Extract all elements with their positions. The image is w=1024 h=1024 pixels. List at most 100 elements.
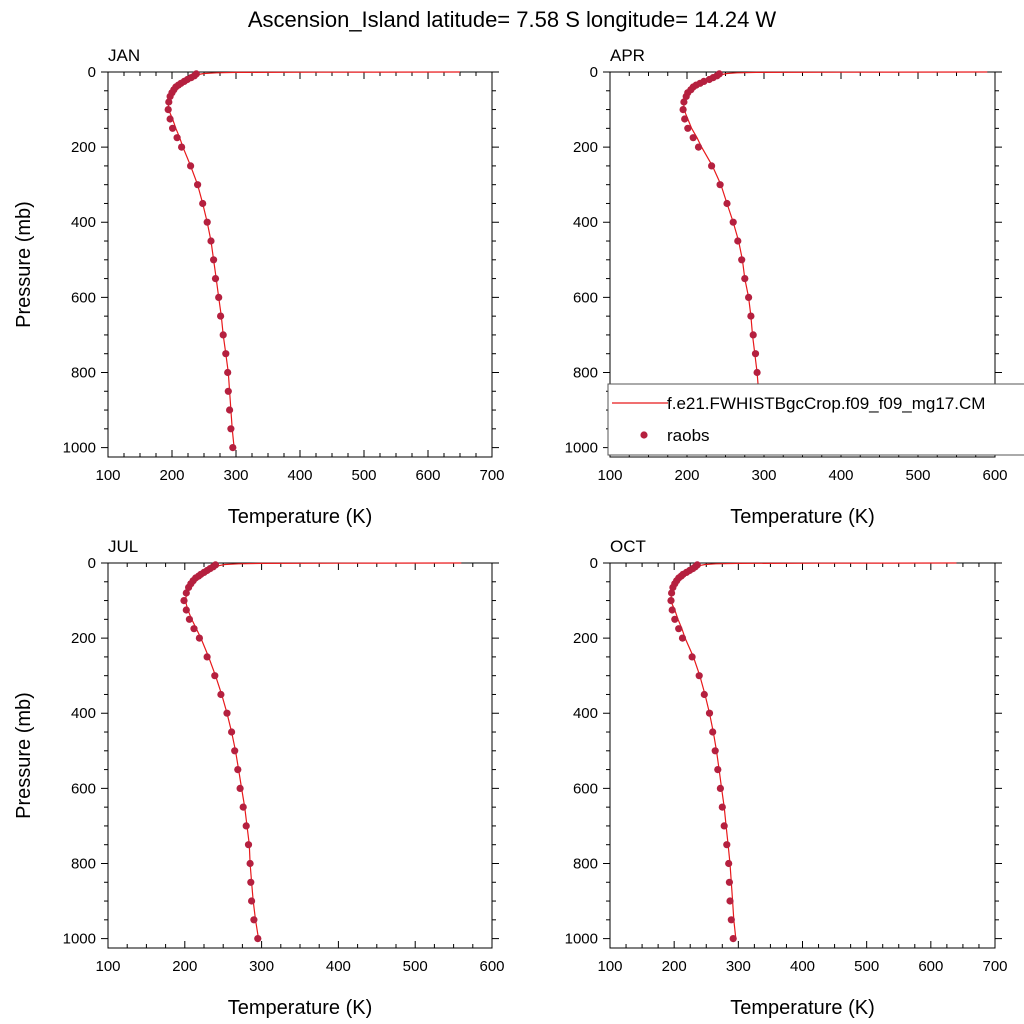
panel-oct-raobs-point-14	[671, 615, 679, 623]
panel-oct-raobs-point-25	[718, 803, 726, 811]
panel-oct-raobs-point-32	[729, 935, 737, 943]
panel-jan-ytick-label-200: 200	[71, 139, 96, 156]
legend-box	[607, 383, 1024, 456]
panel-apr-raobs-point-14	[684, 124, 692, 132]
panel-apr-title: APR	[610, 46, 645, 65]
panel-oct-raobs-point-29	[725, 878, 734, 886]
panel-oct-raobs-point-13	[668, 606, 676, 614]
panel-jul-xtick-label-200: 200	[172, 958, 197, 975]
panel-jul-frame	[107, 562, 493, 949]
panel-jan-ytick-label-400: 400	[71, 214, 96, 231]
panel-oct-raobs-point-21	[709, 728, 717, 736]
panel-apr-raobs-point-21	[734, 237, 742, 245]
panel-apr-raobs-point-28	[753, 368, 761, 377]
panel-jul-raobs-point-19	[217, 690, 225, 699]
panel-apr-ytick-label-400: 400	[573, 214, 598, 231]
panel-oct-raobs-point-24	[716, 784, 725, 793]
panel-oct-ytick-label-1000: 1000	[565, 931, 598, 948]
panel-apr-raobs-point-10	[682, 92, 690, 100]
panel-jan-ylabel: Pressure (mb)	[13, 201, 35, 328]
panels-group: JAN 100 200 300 400 500 600 700 0 200 400 600 800 100…	[13, 46, 1008, 1019]
panel-jan-xlabel: Temperature (K)	[228, 506, 373, 528]
panel-jan-xtick-label-100: 100	[95, 467, 120, 484]
panel-jul-title: JUL	[108, 537, 138, 556]
panel-apr-raobs-point-3	[705, 75, 713, 84]
panel-oct-xtick-label-300: 300	[726, 958, 751, 975]
panel-oct-title: OCT	[610, 537, 646, 556]
panel-jan-raobs-point-21	[207, 237, 215, 245]
panel-apr-xtick-label-600: 600	[982, 467, 1007, 484]
panel-oct-raobs-point-10	[669, 583, 677, 592]
panel-oct-raobs-point-20	[705, 709, 714, 717]
panel-oct-raobs-point-16	[678, 634, 687, 642]
panel-jul-raobs-point-20	[223, 709, 231, 717]
panel-apr-xtick-label-100: 100	[597, 467, 622, 484]
panel-apr-ytick-label-200: 200	[573, 139, 598, 156]
panel-jul-raobs-point-23	[234, 766, 242, 774]
panel-jan-raobs-point-26	[219, 331, 227, 339]
panel-oct-raobs-point-22	[711, 747, 719, 755]
panel-oct-ytick-label-200: 200	[573, 630, 598, 647]
panel-apr-ytick-label-1000: 1000	[565, 440, 598, 457]
panel-jul-raobs-point-32	[254, 935, 262, 943]
panel-jul-raobs-point-21	[228, 728, 236, 736]
panel-apr-raobs-point-18	[716, 181, 724, 189]
panel-jan-raobs-point-14	[169, 124, 177, 132]
panel-jan-ytick-label-0: 0	[88, 64, 96, 81]
panel-jan-ytick-label-600: 600	[71, 289, 96, 306]
panel-jan-xtick-label-300: 300	[223, 467, 248, 484]
panel-oct-xlabel: Temperature (K)	[730, 997, 875, 1019]
panel-jul-ytick-label-400: 400	[71, 705, 96, 722]
panel-jul-raobs-point-31	[250, 916, 258, 924]
panel-jul-data	[180, 561, 462, 943]
panel-jul-ytick-label-600: 600	[71, 780, 96, 797]
panel-jan-raobs-point-22	[210, 256, 218, 264]
panel-oct-xtick-label-100: 100	[597, 958, 622, 975]
panel-jul: JUL 100 200 300 400 500 600 0 200 400 600 800 1000 Te…	[13, 537, 505, 1019]
panel-jan-xtick-label-700: 700	[479, 467, 504, 484]
panel-apr-raobs-point-15	[689, 134, 697, 142]
panel-jul-raobs-point-29	[247, 878, 255, 886]
panel-apr-ytick-label-600: 600	[573, 289, 598, 306]
panel-oct-xtick-label-700: 700	[982, 958, 1007, 975]
panel-jul-raobs-point-14	[185, 615, 193, 623]
panel-apr-raobs-point-25	[747, 312, 755, 320]
panel-jan-raobs-point-15	[173, 134, 181, 142]
panel-oct-ytick-label-0: 0	[590, 555, 598, 572]
legend-raobs-swatch	[640, 431, 648, 439]
panel-jan-title: JAN	[108, 46, 140, 65]
panel-jan-raobs-point-24	[215, 293, 223, 301]
panel-jul-raobs-point-11	[182, 589, 190, 597]
panel-oct-raobs-point-30	[726, 897, 734, 905]
panel-jul-ytick-label-0: 0	[88, 555, 96, 572]
panel-jul-raobs-point-27	[244, 841, 253, 849]
panel-jan-raobs-point-16	[178, 143, 186, 151]
panel-apr-raobs-point-27	[751, 350, 760, 358]
panel-apr-ytick-label-800: 800	[573, 364, 598, 381]
panel-oct-raobs-point-15	[675, 625, 683, 633]
panel-jul-ylabel: Pressure (mb)	[13, 692, 35, 819]
panel-apr-raobs-point-19	[723, 199, 731, 208]
panel-apr-raobs-point-12	[679, 106, 687, 114]
panel-jan-xtick-label-600: 600	[415, 467, 440, 484]
panel-jan-raobs-point-30	[226, 406, 234, 414]
panel-oct-raobs-point-18	[695, 672, 703, 680]
panel-jan-raobs-point-28	[224, 368, 232, 377]
panel-jan-raobs-point-25	[217, 312, 225, 320]
panel-oct-raobs-point-19	[700, 690, 708, 699]
panel-jan-raobs-point-11	[165, 98, 173, 106]
panel-oct-raobs-point-11	[668, 589, 676, 597]
panel-jan-xtick-label-400: 400	[287, 467, 312, 484]
panel-jan-frame	[107, 71, 493, 458]
panel-apr-raobs-point-23	[741, 275, 749, 283]
panel-jul-raobs-point-25	[239, 803, 247, 811]
panel-apr-xtick-label-500: 500	[905, 467, 930, 484]
panel-jul-raobs-point-17	[203, 653, 211, 661]
panel-jan-raobs-point-32	[229, 444, 237, 452]
panel-jul-raobs-point-12	[180, 597, 188, 605]
panel-jul-raobs-point-24	[236, 784, 244, 793]
panel-oct-frame	[609, 562, 996, 949]
panel-jul-xtick-label-600: 600	[479, 958, 504, 975]
panel-oct-xtick-label-400: 400	[790, 958, 815, 975]
